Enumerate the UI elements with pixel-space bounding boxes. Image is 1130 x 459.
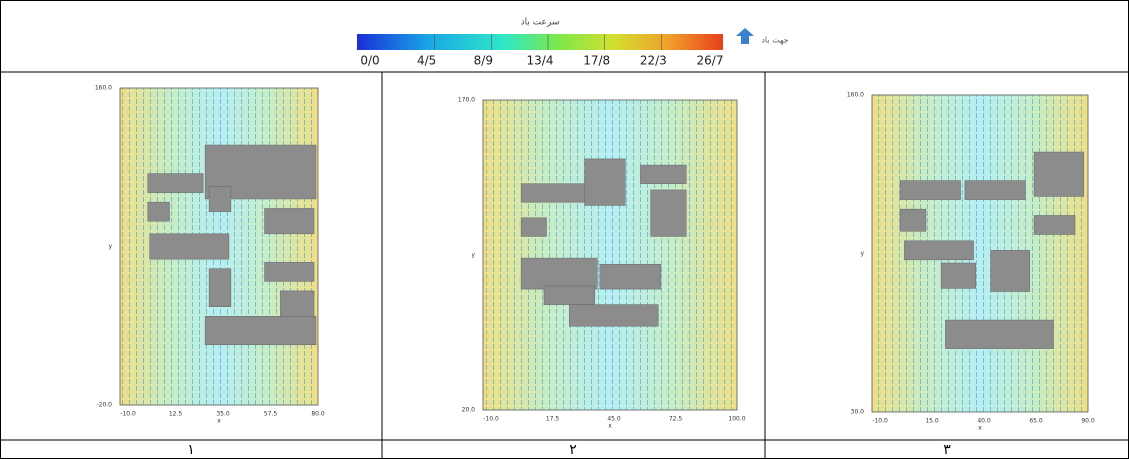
y-tick-label: y [860, 250, 864, 257]
x-axis-label: x [978, 425, 982, 432]
building [208, 268, 232, 307]
building [520, 257, 598, 290]
building [640, 164, 687, 184]
building [520, 217, 547, 237]
colorbar-tick-label: 4/5 [417, 54, 436, 68]
wind-arrow-icon [736, 28, 754, 44]
x-tick-label: 100.0 [728, 416, 745, 423]
building [990, 250, 1030, 292]
building [569, 304, 659, 327]
colorbar-tick-label: 0/0 [360, 54, 379, 68]
y-tick-label: y [108, 243, 112, 250]
x-tick-label: 80.0 [311, 411, 325, 418]
building [264, 262, 315, 282]
colorbar-tick-label: 26/7 [697, 54, 724, 68]
colorbar-tick-label: 8/9 [474, 54, 493, 68]
x-tick-label: 45.0 [607, 416, 621, 423]
x-tick-label: 72.5 [669, 416, 683, 423]
building [964, 180, 1026, 200]
building [599, 264, 662, 290]
building [650, 189, 687, 237]
building [584, 158, 626, 206]
colorbar [357, 34, 723, 50]
x-tick-label: 15.0 [925, 418, 939, 425]
building [147, 201, 170, 222]
building [1033, 151, 1084, 197]
x-tick-label: -10.0 [120, 411, 136, 418]
colorbar-tick-label: 13/4 [527, 54, 554, 68]
x-tick-label: -10.0 [483, 416, 499, 423]
y-tick-label: 160.0 [95, 85, 112, 92]
building [204, 315, 317, 346]
y-tick-label: 160.0 [847, 92, 864, 99]
building [945, 319, 1054, 349]
legend-title: سرعت باد [521, 18, 560, 28]
building [940, 262, 976, 289]
panel-label: ١ [187, 442, 195, 458]
building [147, 173, 204, 193]
x-tick-label: 12.5 [169, 411, 183, 418]
building [149, 233, 230, 260]
colorbar-tick-label: 17/8 [583, 54, 610, 68]
x-tick-label: 17.5 [546, 416, 560, 423]
x-tick-label: -10.0 [872, 418, 888, 425]
y-tick-label: -20.0 [96, 402, 112, 409]
x-axis-label: x [217, 418, 221, 425]
panel-label: ٢ [569, 442, 577, 458]
building [204, 144, 317, 200]
building [899, 208, 927, 232]
building [520, 183, 593, 203]
y-tick-label: 30.0 [851, 409, 865, 416]
building [543, 285, 596, 305]
building [208, 186, 232, 212]
x-tick-label: 65.0 [1029, 418, 1043, 425]
x-tick-label: 57.5 [264, 411, 278, 418]
building [1033, 215, 1076, 235]
panel-label: ٣ [943, 442, 951, 458]
x-tick-label: 35.0 [216, 411, 230, 418]
building [899, 180, 961, 200]
x-tick-label: 40.0 [977, 418, 991, 425]
building [264, 208, 315, 235]
building [904, 240, 974, 261]
x-tick-label: 90.0 [1081, 418, 1095, 425]
y-tick-label: y [471, 252, 475, 259]
velocity-vectors [483, 100, 737, 410]
y-tick-label: 170.0 [458, 97, 475, 104]
x-axis-label: x [608, 423, 612, 430]
y-tick-label: 20.0 [462, 407, 476, 414]
direction-label: جهت باد [761, 36, 788, 45]
colorbar-tick-label: 22/3 [640, 54, 667, 68]
